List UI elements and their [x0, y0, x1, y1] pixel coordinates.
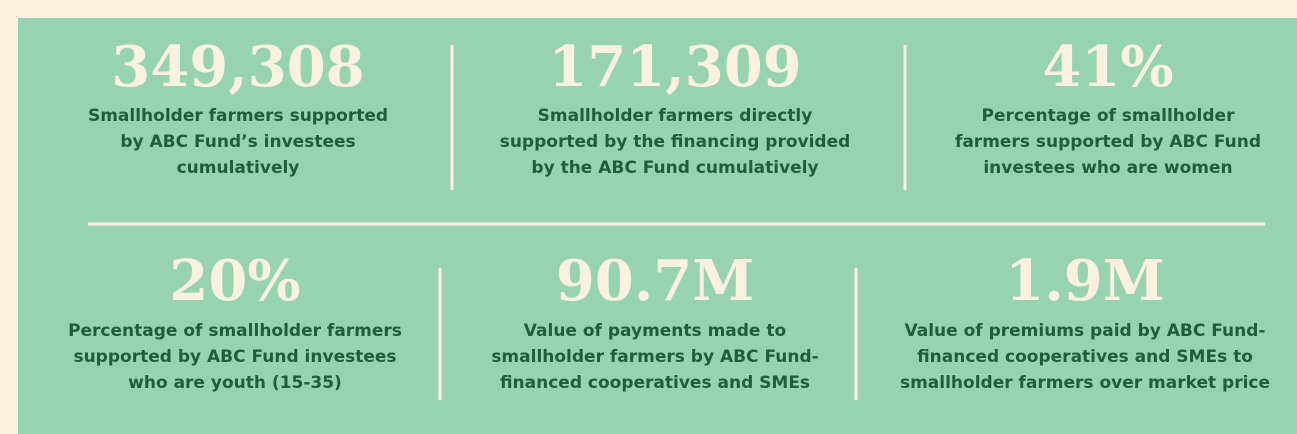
stat-description: supported by ABC Fund investees	[73, 347, 396, 367]
stat-description: by the ABC Fund cumulatively	[531, 158, 818, 178]
stat-figure: 1.9M	[1005, 248, 1164, 314]
stat-description: Percentage of smallholder farmers	[68, 321, 402, 341]
stat-description: Smallholder farmers supported	[88, 106, 388, 126]
stat-description: Percentage of smallholder	[982, 106, 1236, 126]
stat-description: financed cooperatives and SMEs	[500, 373, 810, 393]
stat-description: farmers supported by ABC Fund	[955, 132, 1261, 152]
stat-description: who are youth (15-35)	[128, 373, 342, 393]
stat-description: Smallholder farmers directly	[538, 106, 813, 126]
stat-description: smallholder farmers over market price	[900, 373, 1270, 393]
stat-description: cumulatively	[177, 158, 300, 178]
green-panel	[18, 18, 1297, 434]
stat-description: supported by the financing provided	[500, 132, 851, 152]
stat-description: financed cooperatives and SMEs to	[917, 347, 1253, 367]
stat-description: Value of premiums paid by ABC Fund-	[905, 321, 1266, 341]
stat-figure: 171,309	[548, 34, 801, 100]
stat-description: Value of payments made to	[524, 321, 786, 341]
stat-figure: 20%	[169, 248, 300, 314]
stat-figure: 41%	[1042, 34, 1173, 100]
stat-description: smallholder farmers by ABC Fund-	[491, 347, 818, 367]
stat-figure: 90.7M	[556, 248, 754, 314]
stat-figure: 349,308	[111, 34, 364, 100]
stat-description: by ABC Fund’s investees	[120, 132, 355, 152]
stat-description: investees who are women	[983, 158, 1232, 178]
